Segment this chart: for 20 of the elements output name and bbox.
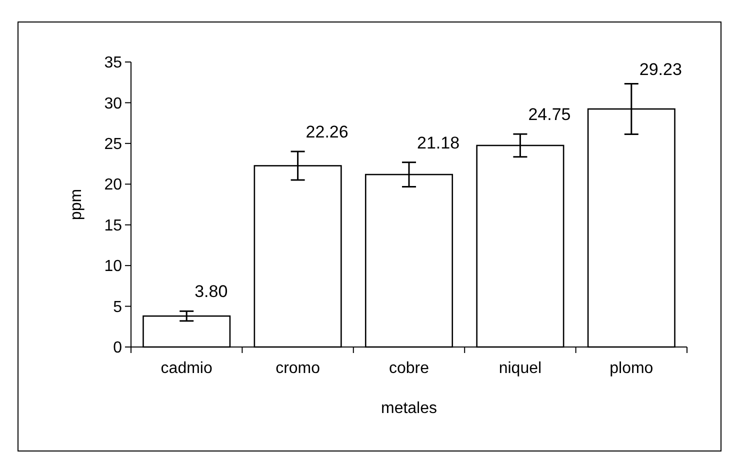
y-tick-label: 25 xyxy=(104,136,122,154)
y-tick-label: 35 xyxy=(104,54,122,72)
y-tick-label: 0 xyxy=(113,340,122,357)
y-tick-label: 5 xyxy=(113,298,122,316)
data-label: 22.26 xyxy=(306,122,348,142)
x-axis-title: metales xyxy=(380,400,438,417)
x-tick-label: plomo xyxy=(610,360,654,377)
x-tick-label: cobre xyxy=(388,360,430,377)
data-label: 21.18 xyxy=(417,133,460,152)
y-tick-label: 15 xyxy=(104,217,122,234)
y-axis-title: ppm xyxy=(68,188,85,220)
y-tick-label: 30 xyxy=(104,95,122,112)
y-tick-label: 10 xyxy=(104,258,122,276)
x-tick-label: niquel xyxy=(498,360,542,377)
data-label: 3.80 xyxy=(194,282,228,302)
x-tick-label: cromo xyxy=(276,360,320,377)
x-tick-label: cadmio xyxy=(160,360,212,377)
y-tick-label: 20 xyxy=(104,176,122,194)
data-label: 29.23 xyxy=(639,60,682,79)
data-label: 24.75 xyxy=(528,105,571,124)
